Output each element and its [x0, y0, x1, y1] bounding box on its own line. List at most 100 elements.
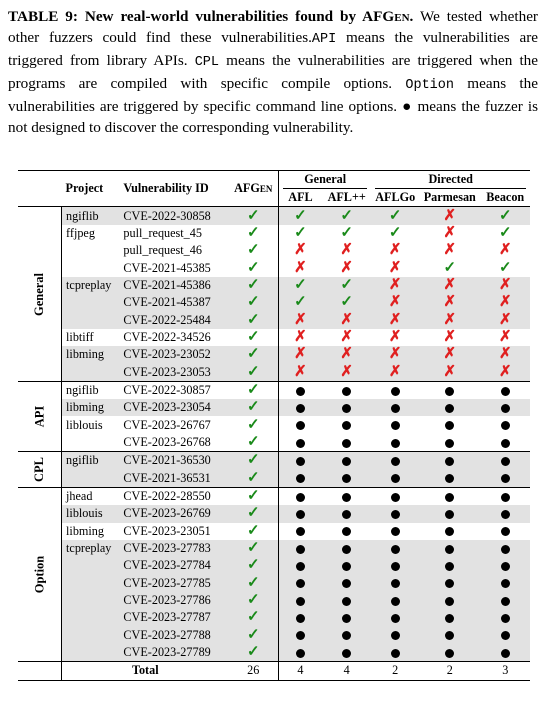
- project-cell: [62, 242, 124, 259]
- check-icon: ✓: [294, 224, 307, 241]
- header-afgen: AFGen: [228, 169, 279, 207]
- total-value: 3: [480, 661, 530, 681]
- not-applicable-dot-icon: [371, 505, 420, 523]
- table-row: CVE-2023-27788 ✓: [18, 626, 530, 644]
- check-icon: ✓: [228, 643, 279, 662]
- not-applicable-dot-icon: [480, 469, 530, 488]
- project-cell: ngiflib: [61, 380, 124, 400]
- project-cell: libtiff: [66, 329, 94, 344]
- table-row: CVE-2023-27784 ✓: [18, 557, 530, 575]
- cross-icon: ✗: [321, 311, 372, 329]
- check-icon: ✓: [321, 294, 372, 312]
- not-applicable-dot-icon: [371, 469, 420, 488]
- cross-icon: ✗: [419, 276, 481, 295]
- cross-icon: ✗: [443, 242, 457, 259]
- total-label: Total: [61, 661, 229, 681]
- not-applicable-dot-icon: [480, 609, 530, 627]
- table-row: libtiff CVE-2022-34526 ✓ ✗ ✗ ✗ ✗ ✗: [18, 328, 530, 347]
- project-cell: [61, 643, 124, 662]
- header-directed: Directed: [371, 170, 530, 189]
- cross-icon: ✗: [480, 346, 530, 364]
- group-label: CPL: [18, 451, 63, 488]
- check-icon: ✓: [228, 539, 279, 558]
- not-applicable-dot-icon: [419, 416, 481, 433]
- table-row: tcpreplay CVE-2021-45386 ✓ ✓ ✓ ✗ ✗ ✗: [18, 276, 530, 295]
- cross-icon: ✗: [294, 242, 307, 259]
- project-cell: [61, 311, 124, 329]
- table-row: General ngiflib CVE-2022-30858 ✓ ✓ ✓ ✓ ✗ ✓: [18, 206, 530, 382]
- cross-icon: ✗: [371, 276, 420, 295]
- not-applicable-dot-icon: [278, 539, 322, 558]
- header-beacon: Beacon: [486, 190, 525, 205]
- not-applicable-dot-icon: [371, 626, 420, 644]
- not-applicable-dot-icon: [480, 486, 530, 506]
- not-applicable-dot-icon: [480, 591, 530, 610]
- not-applicable-dot-icon: [371, 557, 420, 575]
- not-applicable-dot-icon: [371, 380, 420, 400]
- not-applicable-dot-icon: [278, 486, 322, 506]
- not-applicable-dot-icon: [278, 574, 322, 592]
- not-applicable-dot-icon: [371, 486, 420, 506]
- cross-icon: ✗: [371, 346, 420, 364]
- table-row: CVE-2022-25484 ✓ ✗ ✗ ✗ ✗ ✗: [18, 311, 530, 329]
- project-cell: [61, 294, 124, 312]
- vuln-id-cell: CVE-2021-45385: [123, 260, 211, 275]
- not-applicable-dot-icon: [371, 574, 420, 592]
- not-applicable-dot-icon: [371, 591, 420, 610]
- not-applicable-dot-icon: [321, 626, 372, 644]
- check-icon: ✓: [498, 224, 512, 241]
- check-icon: ✓: [371, 206, 420, 225]
- not-applicable-dot-icon: [480, 505, 530, 523]
- cross-icon: ✗: [419, 294, 481, 312]
- cross-icon: ✗: [419, 311, 481, 329]
- cross-icon: ✗: [480, 276, 530, 295]
- header-aflpp: AFL++: [327, 190, 366, 205]
- not-applicable-dot-icon: [371, 539, 420, 558]
- total-value: 2: [371, 661, 420, 681]
- not-applicable-dot-icon: [419, 380, 481, 400]
- not-applicable-dot-icon: [321, 399, 372, 417]
- vuln-id-cell: CVE-2023-27784: [123, 557, 229, 575]
- table-row: libming CVE-2023-23052 ✓ ✗ ✗ ✗ ✗ ✗: [18, 346, 530, 364]
- not-applicable-dot-icon: [321, 557, 372, 575]
- vuln-id-cell: CVE-2023-26767: [123, 417, 211, 432]
- project-cell: [61, 609, 124, 627]
- vuln-id-cell: pull_request_46: [123, 243, 202, 258]
- header-vuln-id: Vulnerability ID: [123, 169, 229, 207]
- check-icon: ✓: [228, 469, 279, 488]
- group-label: General: [18, 206, 63, 382]
- vuln-id-cell: CVE-2022-34526: [123, 329, 211, 344]
- not-applicable-dot-icon: [322, 434, 371, 452]
- check-icon: ✓: [228, 399, 279, 417]
- not-applicable-dot-icon: [371, 416, 419, 433]
- cross-icon: ✗: [419, 206, 481, 225]
- check-icon: ✓: [228, 346, 279, 364]
- check-icon: ✓: [228, 311, 279, 329]
- check-icon: ✓: [278, 276, 322, 295]
- check-icon: ✓: [228, 451, 279, 470]
- vuln-id-cell: CVE-2023-23054: [123, 399, 229, 417]
- table-row: CVE-2023-23053 ✓ ✗ ✗ ✗ ✗ ✗: [18, 363, 530, 382]
- check-icon: ✓: [228, 363, 279, 382]
- not-applicable-dot-icon: [371, 451, 420, 470]
- check-icon: ✓: [321, 276, 372, 295]
- not-applicable-dot-icon: [278, 643, 322, 662]
- total-value: 26: [228, 661, 279, 681]
- project-cell: [61, 557, 124, 575]
- not-applicable-dot-icon: [278, 505, 322, 523]
- vuln-id-cell: CVE-2021-36530: [123, 451, 229, 470]
- not-applicable-dot-icon: [278, 591, 322, 610]
- not-applicable-dot-icon: [278, 451, 322, 470]
- check-icon: ✓: [228, 522, 279, 540]
- project-cell: tcpreplay: [61, 276, 124, 295]
- not-applicable-dot-icon: [480, 539, 530, 558]
- vuln-id-cell: CVE-2023-27783: [123, 539, 229, 558]
- not-applicable-dot-icon: [321, 609, 372, 627]
- cross-icon: ✗: [388, 259, 402, 276]
- not-applicable-dot-icon: [419, 609, 481, 627]
- not-applicable-dot-icon: [419, 591, 481, 610]
- not-applicable-dot-icon: [419, 539, 481, 558]
- header-row-2: AFL AFL++ AFLGo Parmesan Beacon: [18, 189, 530, 207]
- vuln-id-cell: CVE-2021-45387: [123, 294, 229, 312]
- check-icon: ✓: [498, 259, 512, 276]
